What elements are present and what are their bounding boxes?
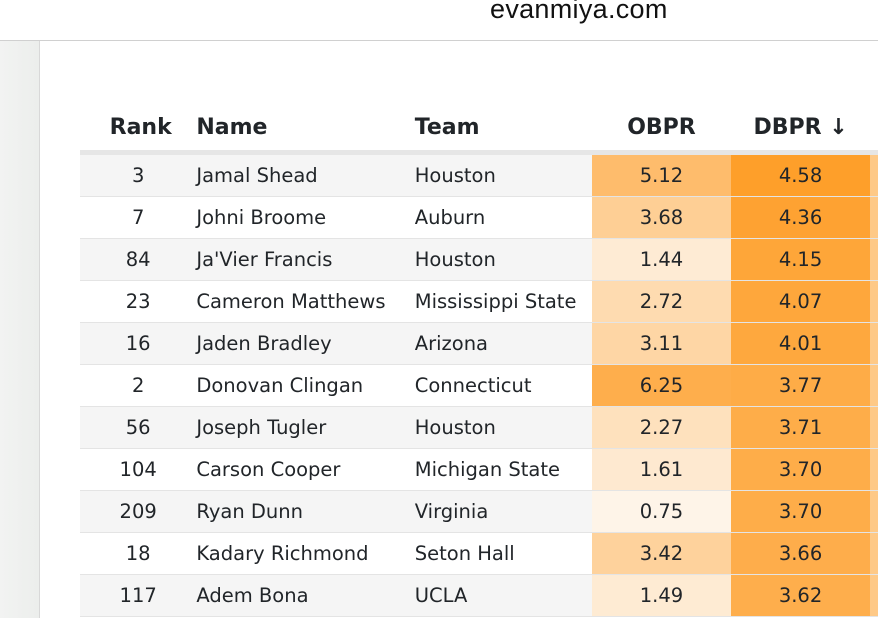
dbpr-cell: 4.36 xyxy=(731,196,871,239)
name-cell: Jaden Bradley xyxy=(196,322,415,365)
next-column-cell xyxy=(870,532,878,575)
team-cell: Auburn xyxy=(414,196,592,239)
table-row: 2 Donovan Clingan Connecticut 6.25 3.77 xyxy=(80,364,878,407)
table-row: 84 Ja'Vier Francis Houston 1.44 4.15 xyxy=(80,238,878,281)
next-column-cell xyxy=(870,490,878,533)
team-cell: Mississippi State xyxy=(414,280,592,323)
next-column-cell xyxy=(870,406,878,449)
obpr-cell: 0.75 xyxy=(591,490,732,533)
team-cell: Houston xyxy=(414,406,592,449)
name-cell: Carson Cooper xyxy=(196,448,415,491)
obpr-cell: 3.11 xyxy=(591,322,732,365)
next-column-cell xyxy=(870,364,878,407)
browser-address-bar[interactable]: evanmiya.com xyxy=(0,0,878,41)
dbpr-cell: 4.58 xyxy=(731,152,871,197)
name-cell: Ja'Vier Francis xyxy=(196,238,415,281)
next-column-cell xyxy=(870,322,878,365)
team-cell: Seton Hall xyxy=(414,532,592,575)
obpr-cell: 5.12 xyxy=(591,152,732,197)
name-cell: Joseph Tugler xyxy=(196,406,415,449)
rank-cell: 7 xyxy=(80,196,197,239)
dbpr-cell: 4.07 xyxy=(731,280,871,323)
next-column-cell xyxy=(870,152,878,197)
next-column-cell xyxy=(870,196,878,239)
obpr-cell: 2.72 xyxy=(591,280,732,323)
rank-cell: 2 xyxy=(80,364,197,407)
table-row: 209 Ryan Dunn Virginia 0.75 3.70 xyxy=(80,490,878,533)
next-column-cell xyxy=(870,280,878,323)
dbpr-cell: 4.01 xyxy=(731,322,871,365)
sidebar xyxy=(0,41,40,618)
header-name[interactable]: Name xyxy=(196,105,415,155)
dbpr-cell: 3.66 xyxy=(731,532,871,575)
dbpr-cell: 4.15 xyxy=(731,238,871,281)
table-row: 104 Carson Cooper Michigan State 1.61 3.70 xyxy=(80,448,878,491)
team-cell: Virginia xyxy=(414,490,592,533)
obpr-cell: 2.27 xyxy=(591,406,732,449)
table-row: 18 Kadary Richmond Seton Hall 3.42 3.66 xyxy=(80,532,878,575)
header-team[interactable]: Team xyxy=(414,105,592,155)
rank-cell: 117 xyxy=(80,574,197,617)
team-cell: Houston xyxy=(414,238,592,281)
player-ratings-table: Rank Name Team OBPR DBPR ↓ 3 Jamal Shead H… xyxy=(80,105,878,617)
header-obpr[interactable]: OBPR xyxy=(591,105,732,155)
dbpr-cell: 3.70 xyxy=(731,490,871,533)
next-column-cell xyxy=(870,448,878,491)
header-rank[interactable]: Rank xyxy=(80,105,197,155)
rank-cell: 104 xyxy=(80,448,197,491)
name-cell: Donovan Clingan xyxy=(196,364,415,407)
obpr-cell: 3.42 xyxy=(591,532,732,575)
table-row: 3 Jamal Shead Houston 5.12 4.58 xyxy=(80,152,878,197)
table-row: 16 Jaden Bradley Arizona 3.11 4.01 xyxy=(80,322,878,365)
table-row: 7 Johni Broome Auburn 3.68 4.36 xyxy=(80,196,878,239)
name-cell: Kadary Richmond xyxy=(196,532,415,575)
team-cell: UCLA xyxy=(414,574,592,617)
header-dbpr-sorted[interactable]: DBPR ↓ xyxy=(731,105,871,155)
next-column-cell xyxy=(870,574,878,617)
name-cell: Adem Bona xyxy=(196,574,415,617)
rank-cell: 16 xyxy=(80,322,197,365)
dbpr-cell: 3.71 xyxy=(731,406,871,449)
rank-cell: 18 xyxy=(80,532,197,575)
obpr-cell: 1.61 xyxy=(591,448,732,491)
rank-cell: 209 xyxy=(80,490,197,533)
table-row: 23 Cameron Matthews Mississippi State 2.72 4… xyxy=(80,280,878,323)
team-cell: Arizona xyxy=(414,322,592,365)
name-cell: Jamal Shead xyxy=(196,152,415,197)
name-cell: Cameron Matthews xyxy=(196,280,415,323)
obpr-cell: 1.44 xyxy=(591,238,732,281)
team-cell: Connecticut xyxy=(414,364,592,407)
dbpr-cell: 3.62 xyxy=(731,574,871,617)
table-row: 117 Adem Bona UCLA 1.49 3.62 xyxy=(80,574,878,617)
rank-cell: 84 xyxy=(80,238,197,281)
table-row: 56 Joseph Tugler Houston 2.27 3.71 xyxy=(80,406,878,449)
dbpr-cell: 3.70 xyxy=(731,448,871,491)
obpr-cell: 3.68 xyxy=(591,196,732,239)
rank-cell: 23 xyxy=(80,280,197,323)
name-cell: Johni Broome xyxy=(196,196,415,239)
dbpr-cell: 3.77 xyxy=(731,364,871,407)
team-cell: Michigan State xyxy=(414,448,592,491)
team-cell: Houston xyxy=(414,152,592,197)
rank-cell: 56 xyxy=(80,406,197,449)
obpr-cell: 6.25 xyxy=(591,364,732,407)
next-column-cell xyxy=(870,238,878,281)
table-header-row: Rank Name Team OBPR DBPR ↓ xyxy=(80,105,878,155)
url-text[interactable]: evanmiya.com xyxy=(490,0,668,24)
name-cell: Ryan Dunn xyxy=(196,490,415,533)
obpr-cell: 1.49 xyxy=(591,574,732,617)
rank-cell: 3 xyxy=(80,152,197,197)
header-next-column xyxy=(870,105,878,155)
